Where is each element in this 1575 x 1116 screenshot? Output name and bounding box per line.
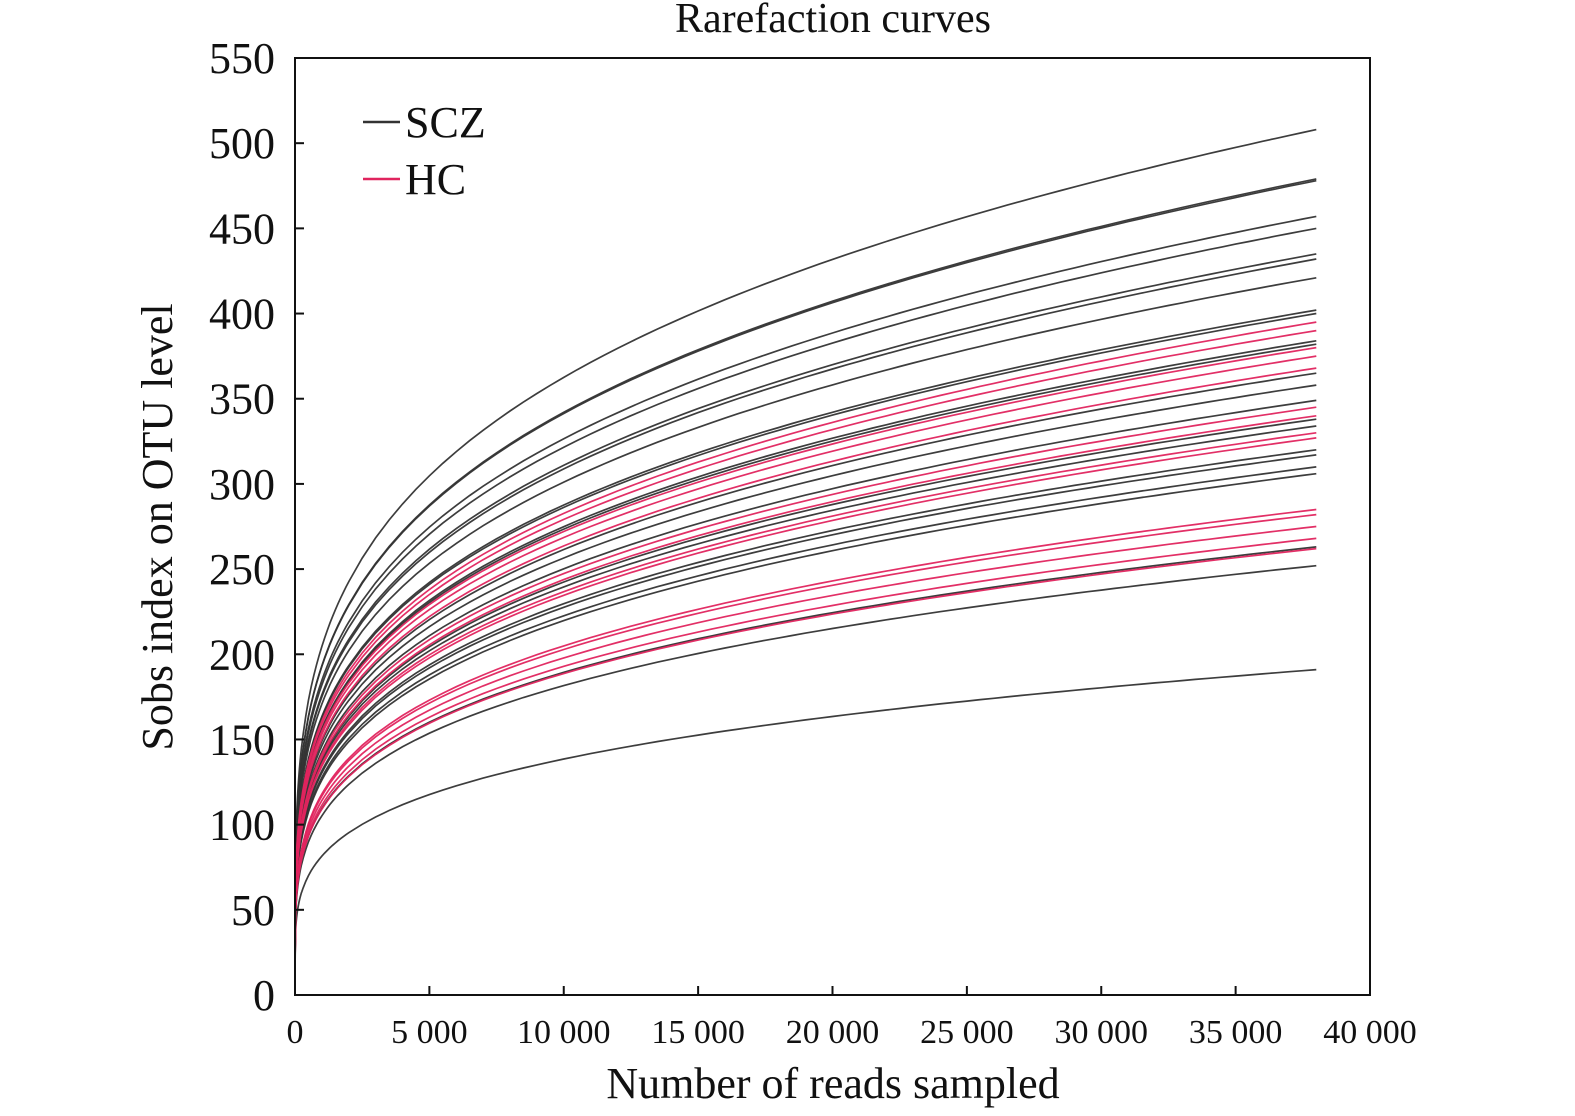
curve-scz-23 (294, 564, 1317, 975)
curve-hc-14 (294, 547, 1317, 975)
x-tick-label: 40 000 (1323, 1014, 1417, 1051)
y-tick-label: 0 (253, 971, 275, 1020)
y-axis-ticks: 0 50 100 150 200 250 300 350 400 450 500 550 (209, 34, 304, 1020)
curve-scz-8 (294, 276, 1317, 975)
curve-scz-16 (294, 418, 1317, 975)
curve-scz-14 (294, 384, 1317, 975)
x-tick-label: 10 000 (517, 1014, 611, 1051)
curves-group (294, 128, 1317, 975)
legend: SCZ HC (363, 98, 486, 204)
legend-label-scz: SCZ (405, 98, 486, 147)
y-tick-label: 200 (209, 630, 275, 679)
curve-hc-11 (294, 513, 1317, 975)
legend-label-hc: HC (405, 155, 466, 204)
curve-hc-2 (294, 329, 1317, 975)
y-tick-label: 500 (209, 119, 275, 168)
x-tick-label: 20 000 (786, 1014, 880, 1051)
y-tick-label: 300 (209, 460, 275, 509)
x-tick-label: 30 000 (1055, 1014, 1149, 1051)
x-tick-label: 35 000 (1189, 1014, 1283, 1051)
curve-scz-24 (294, 668, 1317, 975)
chart-title: Rarefaction curves (675, 0, 991, 42)
y-tick-label: 550 (209, 34, 275, 83)
y-tick-label: 400 (209, 290, 275, 339)
x-tick-label: 5 000 (391, 1014, 468, 1051)
curve-scz-4 (294, 215, 1317, 975)
y-tick-label: 350 (209, 375, 275, 424)
y-tick-label: 250 (209, 545, 275, 594)
curve-scz-15 (294, 399, 1317, 975)
y-tick-label: 150 (209, 715, 275, 764)
x-axis-label: Number of reads sampled (606, 1059, 1059, 1108)
y-tick-label: 50 (231, 886, 275, 935)
y-axis-label: Sobs index on OTU level (133, 303, 182, 750)
curve-scz-13 (294, 372, 1317, 975)
curve-hc-9 (294, 437, 1317, 975)
curve-scz-3 (294, 179, 1317, 975)
x-axis-ticks: 0 5 000 10 000 15 000 20 000 25 000 30 000 35 0… (287, 986, 1417, 1051)
curve-hc-5 (294, 367, 1317, 975)
curve-hc-7 (294, 414, 1317, 975)
curve-hc-8 (294, 431, 1317, 975)
curve-scz-21 (294, 472, 1317, 975)
x-tick-label: 15 000 (651, 1014, 745, 1051)
curve-hc-12 (294, 525, 1317, 975)
x-tick-label: 25 000 (920, 1014, 1014, 1051)
curve-scz-1 (294, 128, 1317, 975)
curve-scz-5 (294, 227, 1317, 975)
y-tick-label: 450 (209, 204, 275, 253)
curve-hc-10 (294, 508, 1317, 975)
y-tick-label: 100 (209, 801, 275, 850)
x-tick-label: 0 (287, 1014, 304, 1051)
